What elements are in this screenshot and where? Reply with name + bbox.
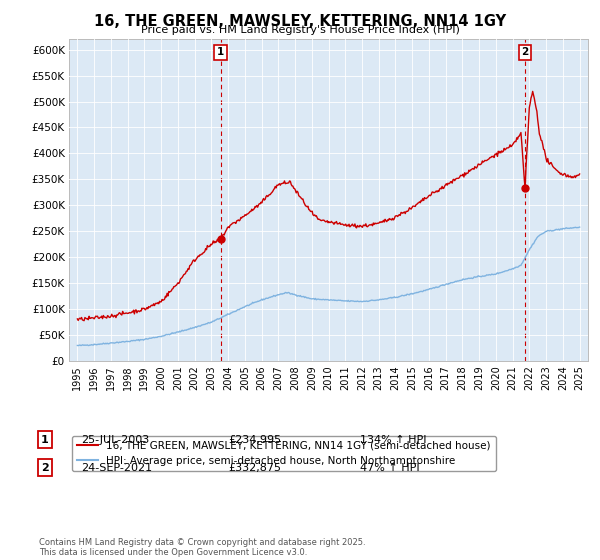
- Text: 2: 2: [521, 47, 529, 57]
- Text: £332,875: £332,875: [228, 463, 281, 473]
- Text: 47% ↑ HPI: 47% ↑ HPI: [360, 463, 419, 473]
- Text: £234,995: £234,995: [228, 435, 281, 445]
- Text: 25-JUL-2003: 25-JUL-2003: [81, 435, 149, 445]
- Text: 2: 2: [41, 463, 49, 473]
- Text: Contains HM Land Registry data © Crown copyright and database right 2025.
This d: Contains HM Land Registry data © Crown c…: [39, 538, 365, 557]
- Text: 1: 1: [217, 47, 224, 57]
- Text: 134% ↑ HPI: 134% ↑ HPI: [360, 435, 427, 445]
- Text: 24-SEP-2021: 24-SEP-2021: [81, 463, 152, 473]
- Text: Price paid vs. HM Land Registry's House Price Index (HPI): Price paid vs. HM Land Registry's House …: [140, 25, 460, 35]
- Text: 16, THE GREEN, MAWSLEY, KETTERING, NN14 1GY: 16, THE GREEN, MAWSLEY, KETTERING, NN14 …: [94, 14, 506, 29]
- Legend: 16, THE GREEN, MAWSLEY, KETTERING, NN14 1GY (semi-detached house), HPI: Average : 16, THE GREEN, MAWSLEY, KETTERING, NN14 …: [71, 436, 496, 472]
- Text: 1: 1: [41, 435, 49, 445]
